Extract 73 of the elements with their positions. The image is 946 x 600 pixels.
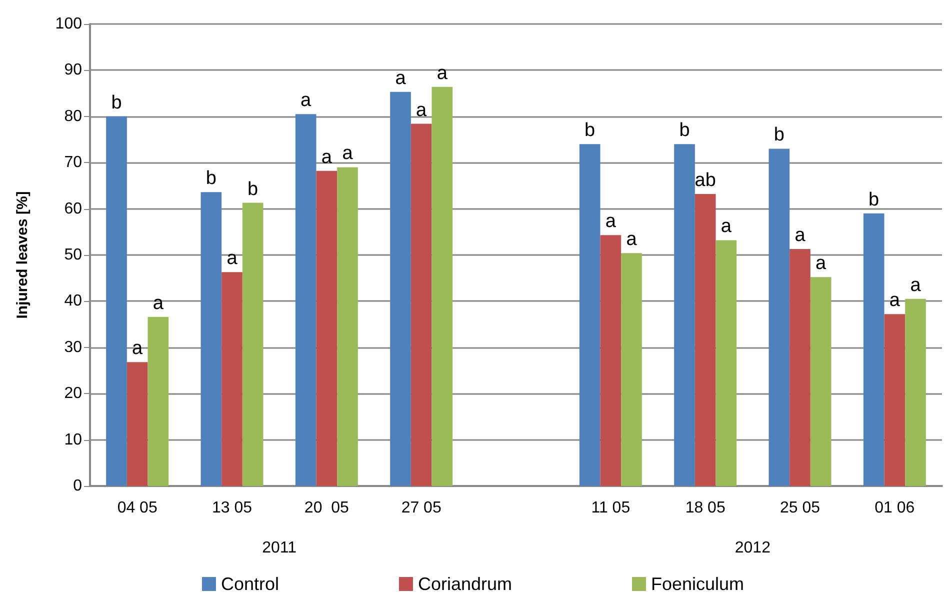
x-tick-label: 27 05 [401,500,442,516]
bar [579,144,600,486]
bar [316,170,338,486]
data-label: a [720,216,732,238]
y-tick-label: 60 [64,200,82,218]
x-tick-label: 13 05 [212,500,252,516]
bar [200,192,222,486]
legend-label: Control [220,574,279,594]
y-tick-label: 70 [64,154,82,172]
bar [674,144,695,486]
y-tick-label: 50 [64,246,82,264]
bar [621,253,642,486]
y-tick-label: 0 [73,478,82,494]
legend-label: Foeniculum [651,574,744,594]
x-tick-label: 20 05 [304,500,350,516]
data-label: a [416,100,428,121]
data-label: a [342,143,354,164]
bar [884,314,906,486]
y-tick-label: 100 [55,16,82,32]
bar [790,248,810,486]
x-tick-label: 01 06 [874,500,915,516]
y-tick-label: 20 [64,385,82,402]
data-label: a [395,68,406,89]
y-axis-title: Injured leaves [%] [14,191,31,319]
data-label: a [605,211,616,232]
data-label: ab [694,170,716,192]
data-label: a [910,274,922,296]
text: 2012 [734,540,771,556]
data-label: a [152,292,164,314]
y-tick-label: 40 [64,292,82,310]
y-tick-label: 30 [64,338,82,356]
bar [810,277,832,486]
bar [295,114,316,486]
bar [716,240,737,486]
data-label: b [584,120,596,142]
bar [390,92,411,486]
bar [242,202,264,486]
data-label: b [248,178,258,200]
legend-label: Coriandrum [418,574,512,594]
x-tick-label: 18 05 [685,500,726,516]
y-tick-label: 10 [64,431,82,448]
bar [768,148,790,486]
bar [126,362,148,486]
x-tick-label: 25 05 [780,500,820,516]
data-label: a [889,290,900,312]
bar [600,235,622,486]
data-label: b [868,189,880,210]
data-label: b [111,92,122,114]
y-tick-label: 90 [64,62,82,79]
data-label: a [300,90,312,112]
data-label: a [132,338,144,360]
data-label: b [679,120,690,142]
bar [106,116,127,486]
data-label: a [794,224,806,246]
bar [222,272,242,486]
text: 2011 [262,540,297,556]
y-tick-label: 80 [64,108,82,125]
data-label: a [816,253,827,274]
bar [432,86,453,486]
x-tick-label: 11 05 [591,500,630,516]
data-label: a [626,229,638,250]
bar [863,213,884,486]
data-label: b [774,124,784,146]
data-label: a [226,248,238,270]
data-label: b [206,168,216,190]
bar [905,298,926,486]
bar [410,124,432,486]
data-label: a [321,146,332,168]
data-label: a [436,62,448,84]
bar [148,316,169,486]
bar [694,194,716,486]
bar [337,167,358,486]
x-tick-label: 04 05 [117,500,158,516]
